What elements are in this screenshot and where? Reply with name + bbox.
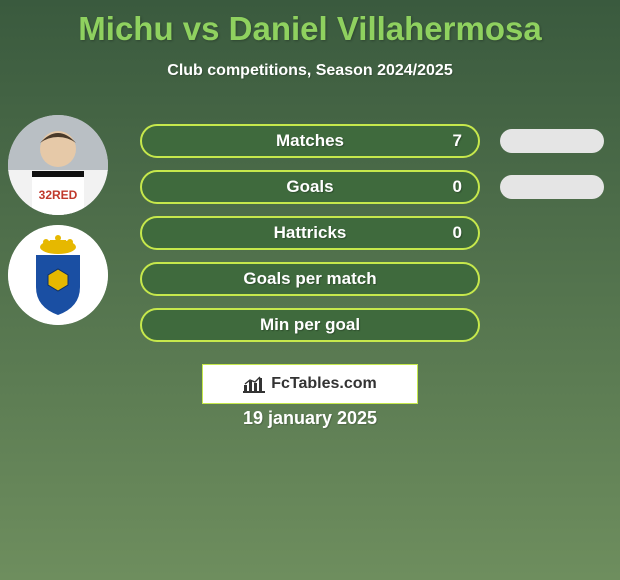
stat-label: Matches [276, 131, 344, 151]
club-crest-image [8, 225, 108, 325]
stat-bar: Goals 0 [140, 170, 480, 204]
stat-row: Matches 7 [140, 118, 610, 164]
stat-label: Goals per match [243, 269, 376, 289]
site-logo-box: FcTables.com [202, 364, 418, 404]
stat-label: Goals [286, 177, 333, 197]
bar-chart-icon [243, 375, 265, 393]
comparison-pill [500, 129, 604, 153]
stat-value: 0 [453, 223, 462, 243]
stat-bar: Min per goal [140, 308, 480, 342]
page-title: Michu vs Daniel Villahermosa [0, 0, 620, 48]
player-avatar: 32RED [8, 115, 108, 215]
stat-value: 7 [453, 131, 462, 151]
stat-label: Hattricks [274, 223, 347, 243]
stat-bar: Hattricks 0 [140, 216, 480, 250]
jersey-text: 32RED [39, 188, 78, 202]
stat-row: Goals per match [140, 256, 610, 302]
stats-rows: Matches 7 Goals 0 Hattricks 0 Goals per match M… [140, 118, 610, 348]
player-avatar-image: 32RED [8, 115, 108, 215]
site-logo-text: FcTables.com [271, 375, 377, 393]
avatars-column: 32RED [8, 115, 108, 335]
stat-value: 0 [453, 177, 462, 197]
stat-row: Goals 0 [140, 164, 610, 210]
club-avatar [8, 225, 108, 325]
stat-bar: Matches 7 [140, 124, 480, 158]
subtitle: Club competitions, Season 2024/2025 [0, 62, 620, 80]
snapshot-date: 19 january 2025 [0, 408, 620, 429]
stat-label: Min per goal [260, 315, 360, 335]
stat-row: Hattricks 0 [140, 210, 610, 256]
stat-row: Min per goal [140, 302, 610, 348]
stat-bar: Goals per match [140, 262, 480, 296]
comparison-infographic: Michu vs Daniel Villahermosa Club compet… [0, 0, 620, 580]
comparison-pill [500, 175, 604, 199]
